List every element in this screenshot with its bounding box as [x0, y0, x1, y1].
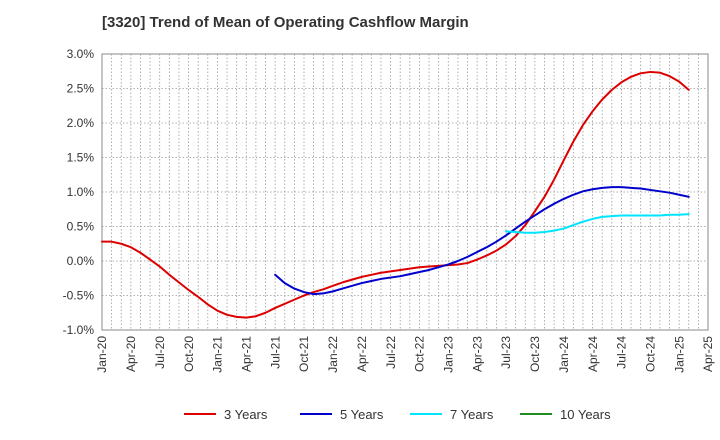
y-tick-label: 1.5% [67, 151, 95, 165]
y-tick-label: -0.5% [63, 289, 95, 303]
legend: 3 Years 5 Years 7 Years 10 Years [184, 407, 611, 422]
x-tick-label: Oct-24 [643, 336, 657, 372]
x-tick-label: Jul-21 [268, 336, 282, 369]
series-group [101, 70, 690, 319]
x-tick-label: Jan-24 [557, 336, 571, 373]
x-tick-label: Jul-20 [153, 336, 167, 369]
x-tick-label: Jan-25 [672, 336, 686, 373]
y-tick-label: 2.0% [67, 116, 95, 130]
series-line-5-years [274, 186, 690, 296]
legend-label-3-years: 3 Years [224, 407, 268, 422]
x-tick-label: Apr-22 [355, 336, 369, 372]
y-tick-label: 1.0% [67, 185, 95, 199]
series-line-3-years [101, 70, 690, 319]
x-tick-label: Oct-22 [413, 336, 427, 372]
legend-label-7-years: 7 Years [450, 407, 494, 422]
y-axis: -1.0% -0.5% 0.0% 0.5% 1.0% 1.5% 2.0% 2.5% 3.0% [63, 47, 95, 337]
legend-label-5-years: 5 Years [340, 407, 384, 422]
x-tick-label: Jan-23 [441, 336, 455, 373]
y-tick-label: 2.5% [67, 82, 95, 96]
x-tick-label: Jul-24 [615, 336, 629, 369]
x-tick-label: Jul-22 [384, 336, 398, 369]
x-tick-label: Oct-21 [297, 336, 311, 372]
plot-frame [101, 53, 709, 331]
legend-label-10-years: 10 Years [560, 407, 611, 422]
x-tick-label: Apr-20 [124, 336, 138, 372]
y-tick-label: -1.0% [63, 323, 95, 337]
x-tick-label: Apr-21 [239, 336, 253, 372]
chart-title: [3320] Trend of Mean of Operating Cashfl… [102, 14, 469, 31]
y-tick-label: 0.0% [67, 254, 95, 268]
y-tick-label: 0.5% [67, 220, 95, 234]
series-line-7-years [505, 213, 690, 234]
x-tick-label: Jul-23 [499, 336, 513, 369]
x-tick-label: Jan-22 [326, 336, 340, 373]
x-axis: Jan-20 Apr-20 Jul-20 Oct-20 Jan-21 Apr-21 Jul-… [95, 336, 715, 373]
y-tick-label: 3.0% [67, 47, 95, 61]
x-tick-label: Apr-23 [470, 336, 484, 372]
x-tick-label: Jan-20 [95, 336, 109, 373]
x-tick-label: Jan-21 [211, 336, 225, 373]
x-tick-label: Apr-24 [586, 336, 600, 372]
x-tick-label: Apr-25 [701, 336, 715, 372]
x-tick-label: Oct-23 [528, 336, 542, 372]
x-tick-label: Oct-20 [182, 336, 196, 372]
